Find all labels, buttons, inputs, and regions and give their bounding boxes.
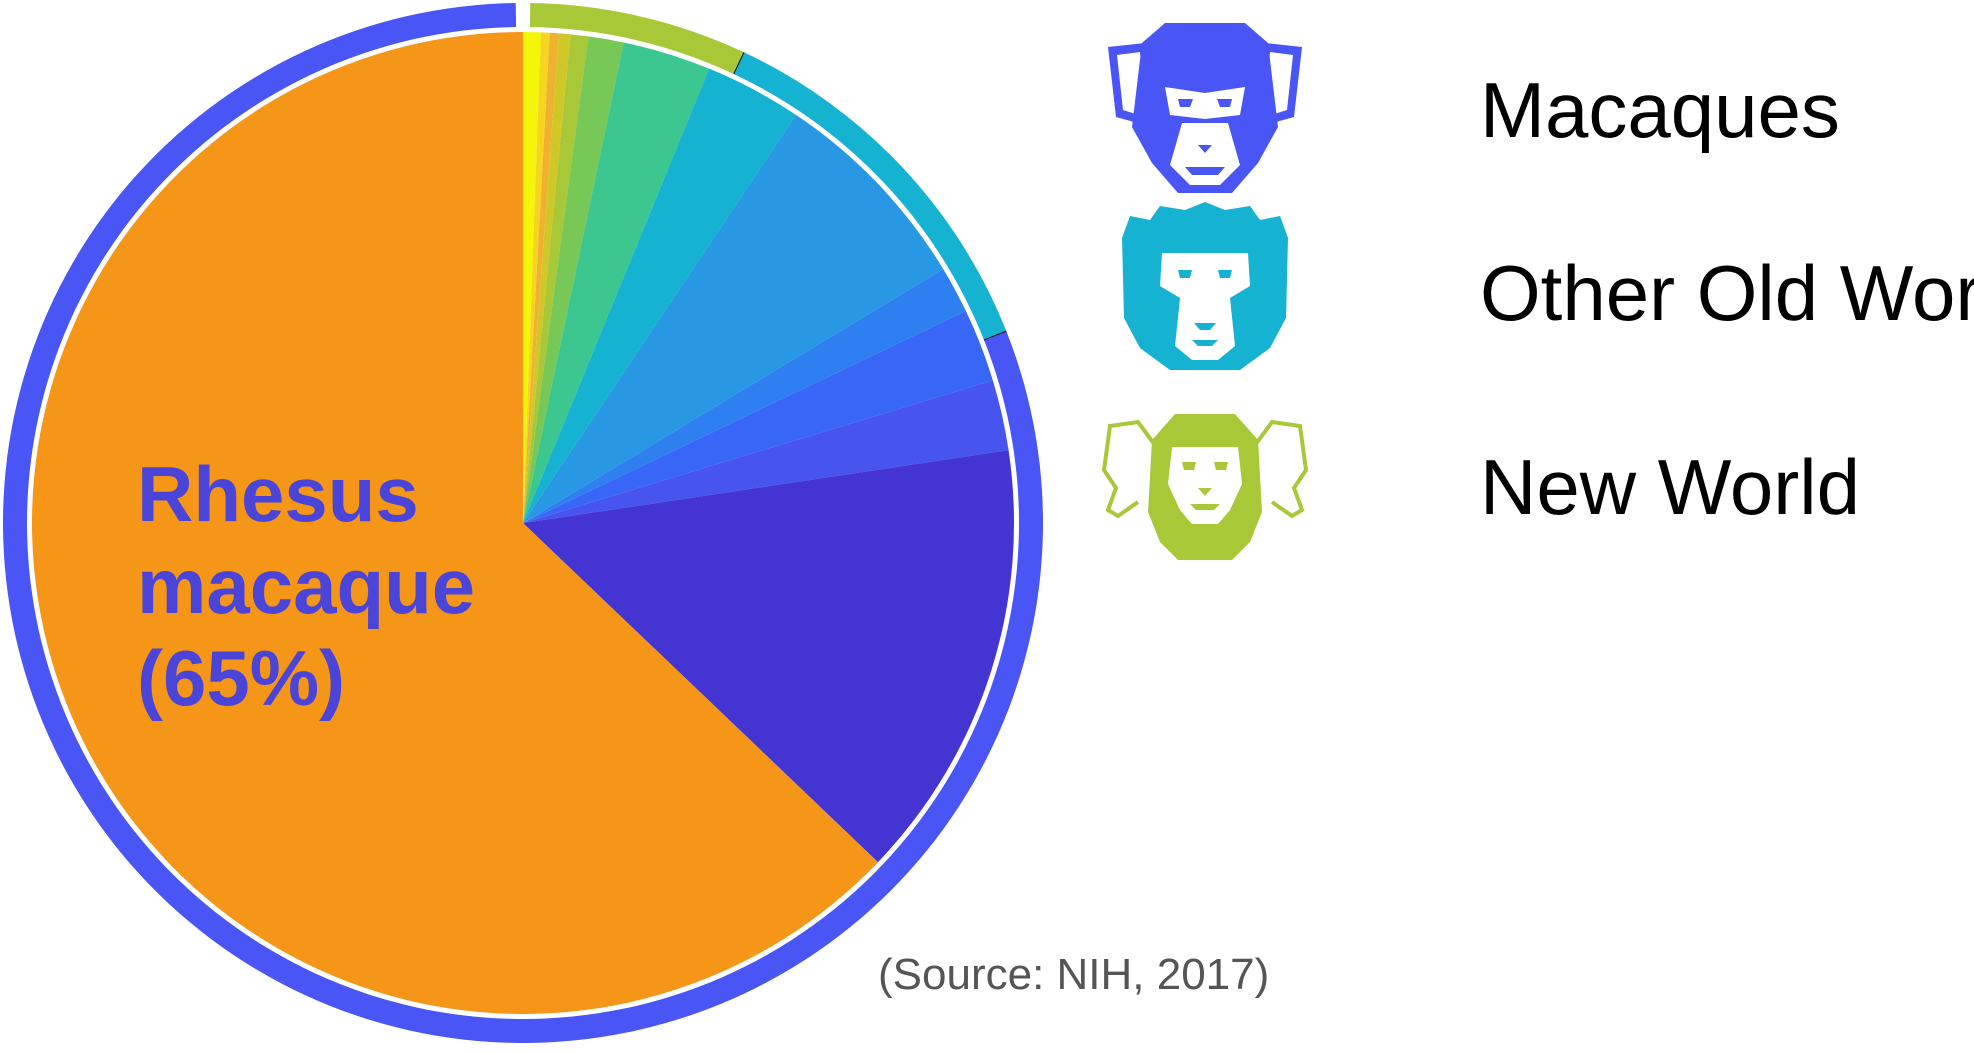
pie-slice-5 (523, 34, 589, 523)
ring-segment-new-world (529, 3, 745, 75)
pie-slice-9 (523, 114, 944, 523)
slice-label-line-2: macaque (137, 542, 476, 630)
pie-slice-14 (32, 32, 879, 1014)
legend-item-other-old-world: Other Old World (1090, 198, 1974, 388)
legend-item-new-world: New World (1090, 392, 1860, 582)
slice-label-line-1: Rhesus (137, 450, 419, 538)
pie-slice-6 (523, 36, 624, 523)
rhesus-slice-label: Rhesus macaque (65%) (137, 448, 557, 724)
legend-label-macaques: Macaques (1480, 65, 1840, 154)
pie-slice-10 (523, 268, 966, 523)
pie-slice-8 (523, 68, 796, 523)
pie-slice-3 (523, 32, 559, 523)
old-world-monkey-face-icon (1122, 202, 1288, 370)
source-note: (Source: NIH, 2017) (878, 950, 1270, 999)
new-world-monkey-face-icon (1101, 414, 1309, 560)
pie-slice-13 (523, 450, 1015, 863)
pie-slice-12 (523, 380, 1009, 523)
pie-slice-2 (523, 32, 550, 523)
ring-segment-other-old-world (734, 52, 1007, 341)
pie-slices (32, 32, 1015, 1014)
outer-group-ring (2, 3, 1043, 1043)
macaque-face-icon (1108, 23, 1302, 193)
pie-slice-4 (523, 33, 571, 524)
pie-slice-11 (523, 310, 993, 523)
legend-label-other-old-world: Other Old World (1480, 248, 1974, 337)
pie-slice-1 (523, 32, 541, 523)
legend-item-macaques: Macaques (1090, 15, 1840, 205)
legend-label-new-world: New World (1480, 442, 1860, 531)
pie-slice-7 (523, 42, 710, 523)
slice-label-line-3: (65%) (137, 634, 346, 722)
